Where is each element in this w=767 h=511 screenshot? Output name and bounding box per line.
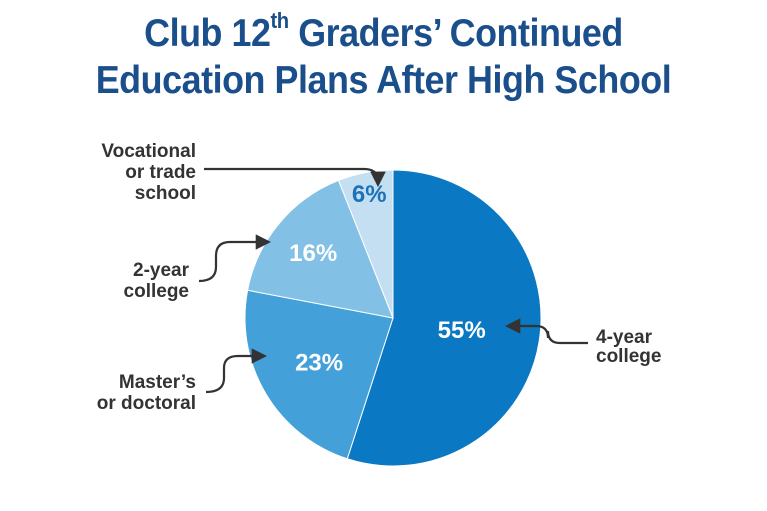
leader-line-vocational-or-trade-school — [204, 167, 386, 188]
leader-line-2-year-college — [198, 234, 272, 283]
slice-value-2-year-college: 16% — [289, 240, 337, 267]
slice-value-4-year-college: 55% — [438, 317, 486, 344]
category-label-vocational-or-trade-school-line-3: school — [135, 183, 196, 204]
slice-master-s-or-doctoral — [244, 289, 394, 460]
slice-value-vocational-or-trade-school: 6% — [352, 181, 387, 208]
category-label-2-year-college-line-2: college — [124, 281, 189, 302]
slice-4-year-college — [346, 169, 542, 467]
slice-values: 55% 23% 16% 6% — [289, 181, 486, 377]
category-label-4-year-college-line-2: college — [596, 346, 661, 367]
chart-title-line-1: Club 12th Graders’ Continued — [144, 8, 623, 56]
category-label-vocational-or-trade-school-line-1: Vocational — [101, 141, 196, 162]
slice-value-master-s-or-doctoral: 23% — [295, 350, 343, 377]
leader-line-master-s-or-doctoral — [205, 348, 268, 394]
category-label-master-s-or-doctoral-line-2: or doctoral — [97, 393, 196, 414]
pie-slices — [244, 169, 542, 467]
slice-vocational-or-trade-school — [337, 169, 394, 319]
category-label-4-year-college-line-1: 4-year — [596, 327, 653, 348]
leader-line-4-year-college — [504, 318, 588, 345]
chart-title-line-2: Education Plans After High School — [95, 59, 672, 102]
category-label-vocational-or-trade-school-line-2: or trade — [125, 162, 196, 183]
leader-lines — [198, 167, 588, 394]
slice-2-year-college — [247, 179, 394, 319]
category-label-2-year-college-line-1: 2-year — [133, 260, 190, 281]
chart-title: Club 12th Graders’ Continued Education P… — [31, 10, 737, 104]
category-label-master-s-or-doctoral-line-1: Master’s — [119, 372, 196, 393]
